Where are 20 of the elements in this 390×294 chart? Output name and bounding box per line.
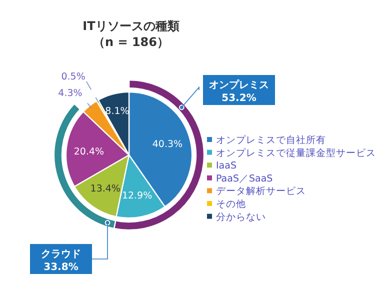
legend-label: オンプレミスで自社所有 [216, 134, 326, 146]
data-label: 0.5% [61, 71, 86, 82]
slice-label: オンプレミス [209, 79, 269, 91]
data-label: 40.3% [152, 138, 183, 150]
data-label: 4.3% [58, 88, 82, 100]
data-label: 33.8% [44, 262, 78, 273]
chart-subtitle: （n = 186） [92, 35, 170, 49]
legend-label: PaaS／SaaS [216, 173, 273, 184]
chart-title: ITリソースの種類 [82, 19, 180, 33]
data-label: 13.4% [90, 184, 120, 195]
legend-label: 分からない [216, 210, 266, 223]
legend-label: データ解析サービス [216, 185, 306, 198]
data-label: 53.2% [222, 93, 256, 104]
legend-label: IaaS [216, 160, 236, 172]
legend-label: オンプレミスで従量課金型サービス [216, 146, 376, 159]
data-label: 20.4% [74, 146, 104, 158]
legend-label: その他 [216, 198, 246, 210]
data-label: 12.9% [122, 190, 152, 202]
data-label: 8.1% [105, 106, 130, 117]
slice-label: クラウド [41, 249, 81, 260]
